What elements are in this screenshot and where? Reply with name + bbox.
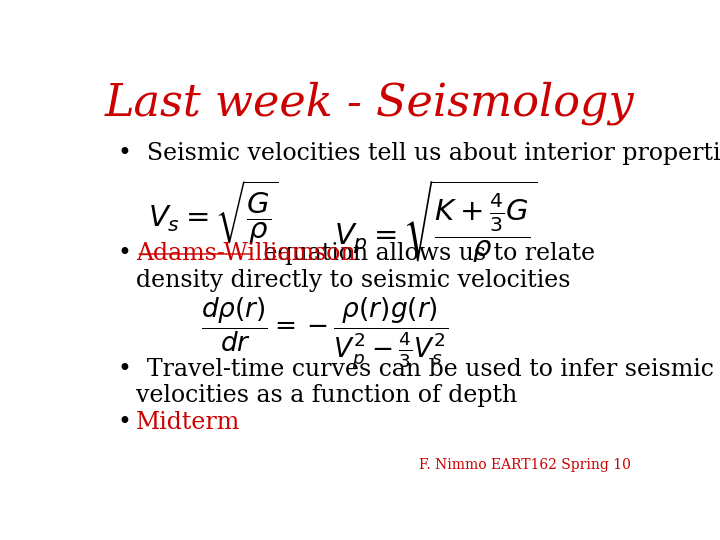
Text: $V_s = \sqrt{\dfrac{G}{\rho}}$: $V_s = \sqrt{\dfrac{G}{\rho}}$ [148, 179, 278, 248]
Text: Last week - Seismology: Last week - Seismology [104, 82, 634, 125]
Text: •  Travel-time curves can be used to infer seismic: • Travel-time curves can be used to infe… [118, 358, 714, 381]
Text: Adams-Williamson: Adams-Williamson [136, 241, 356, 265]
Text: equation allows us to relate: equation allows us to relate [256, 241, 595, 265]
Text: density directly to seismic velocities: density directly to seismic velocities [136, 268, 571, 292]
Text: •  Seismic velocities tell us about interior properties: • Seismic velocities tell us about inter… [118, 141, 720, 165]
Text: Midterm: Midterm [136, 411, 240, 434]
Text: •: • [118, 241, 147, 265]
Text: $\dfrac{d\rho(r)}{dr} = -\dfrac{\rho(r)g(r)}{V_p^2 - \frac{4}{3}V_s^2}$: $\dfrac{d\rho(r)}{dr} = -\dfrac{\rho(r)g… [201, 295, 448, 371]
Text: F. Nimmo EART162 Spring 10: F. Nimmo EART162 Spring 10 [419, 458, 631, 472]
Text: •: • [118, 411, 147, 434]
Text: $V_p = \sqrt{\dfrac{K+\frac{4}{3}G}{\rho}}$: $V_p = \sqrt{\dfrac{K+\frac{4}{3}G}{\rho… [334, 179, 538, 265]
Text: velocities as a function of depth: velocities as a function of depth [136, 384, 518, 407]
